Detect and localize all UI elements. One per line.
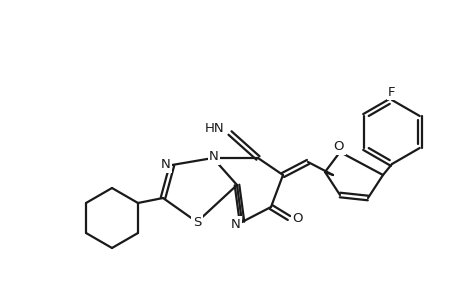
Text: F: F xyxy=(387,85,395,98)
Text: N: N xyxy=(230,218,241,230)
Text: O: O xyxy=(292,212,302,224)
Text: N: N xyxy=(209,151,218,164)
Text: S: S xyxy=(192,217,201,230)
Text: N: N xyxy=(161,158,170,172)
Text: HN: HN xyxy=(204,122,224,134)
Text: O: O xyxy=(333,140,343,154)
